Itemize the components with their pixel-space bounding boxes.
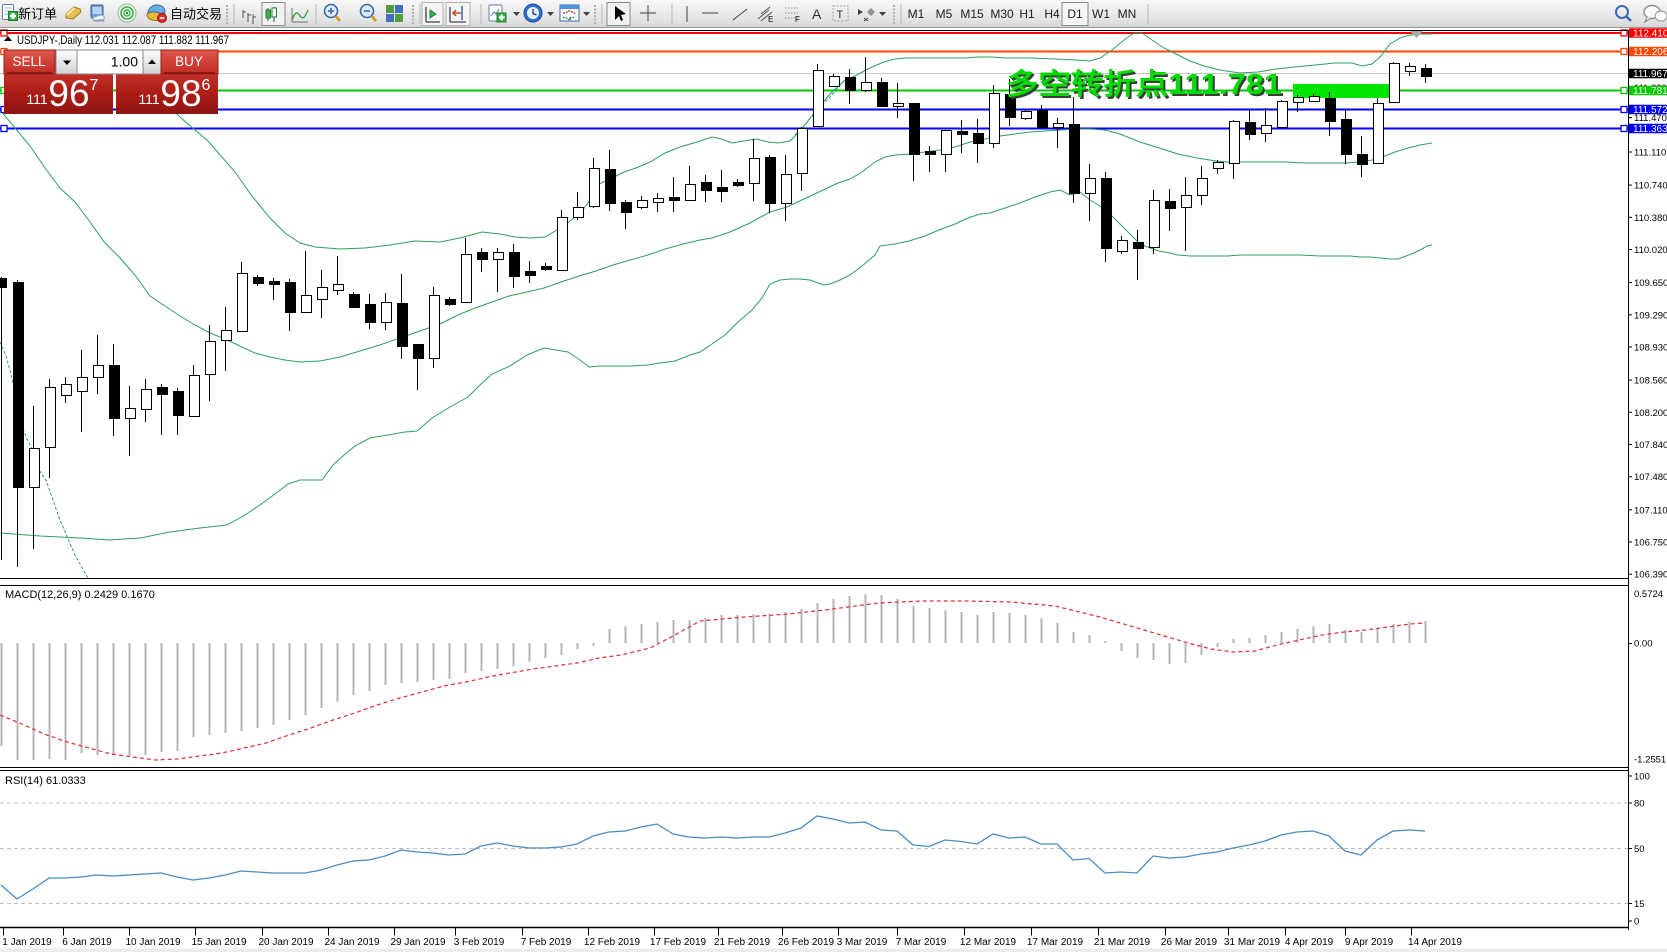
svg-text:W1: W1	[1092, 7, 1110, 21]
svg-text:SELL: SELL	[12, 54, 46, 69]
svg-text:MN: MN	[1118, 7, 1137, 21]
svg-text:111: 111	[26, 91, 47, 107]
svg-text:USDJPY-,Daily 112.031 112.087: USDJPY-,Daily 112.031 112.087 111.882 11…	[17, 33, 229, 47]
svg-text:50: 50	[1634, 844, 1645, 855]
svg-text:F: F	[795, 15, 800, 24]
svg-text:M1: M1	[908, 7, 925, 21]
svg-text:6: 6	[202, 77, 211, 94]
svg-text:0.5724: 0.5724	[1634, 589, 1663, 600]
svg-text:111.781: 111.781	[1633, 86, 1667, 97]
svg-text:80: 80	[1634, 799, 1645, 810]
svg-text:24 Jan 2019: 24 Jan 2019	[324, 937, 379, 948]
svg-text:M5: M5	[936, 7, 953, 21]
svg-text:112.206: 112.206	[1633, 47, 1667, 58]
svg-text:M15: M15	[960, 7, 984, 21]
svg-text:29 Jan 2019: 29 Jan 2019	[390, 937, 445, 948]
svg-text:E: E	[768, 15, 773, 24]
svg-text:1.00: 1.00	[111, 54, 138, 70]
svg-text:110.020: 110.020	[1634, 245, 1667, 256]
svg-text:T: T	[837, 9, 844, 21]
svg-text:111: 111	[138, 91, 159, 107]
svg-text:BUY: BUY	[175, 54, 203, 69]
svg-text:109.650: 109.650	[1634, 278, 1667, 289]
svg-text:多空转折点111.781: 多空转折点111.781	[1006, 67, 1282, 101]
svg-text:110.380: 110.380	[1634, 213, 1667, 224]
svg-text:7 Mar 2019: 7 Mar 2019	[896, 937, 947, 948]
svg-text:26 Feb 2019: 26 Feb 2019	[778, 937, 835, 948]
svg-text:3 Mar 2019: 3 Mar 2019	[837, 937, 888, 948]
svg-text:17 Feb 2019: 17 Feb 2019	[650, 937, 707, 948]
svg-text:多空转折点111.781: 多空转折点111.781	[1008, 69, 1284, 103]
svg-text:31 Mar 2019: 31 Mar 2019	[1224, 937, 1281, 948]
svg-text:12 Mar 2019: 12 Mar 2019	[960, 937, 1017, 948]
svg-text:6 Jan 2019: 6 Jan 2019	[62, 937, 112, 948]
svg-text:H4: H4	[1044, 7, 1060, 21]
svg-text:108.560: 108.560	[1634, 376, 1667, 387]
svg-text:4 Apr 2019: 4 Apr 2019	[1285, 937, 1334, 948]
svg-text:106.750: 106.750	[1634, 538, 1667, 549]
svg-text:96: 96	[48, 73, 89, 114]
svg-text:111.363: 111.363	[1633, 124, 1667, 135]
svg-text:-1.2551: -1.2551	[1634, 755, 1666, 766]
svg-text:111.572: 111.572	[1633, 105, 1667, 116]
svg-text:100: 100	[1634, 772, 1650, 783]
svg-text:108.200: 108.200	[1634, 408, 1667, 419]
svg-text:106.390: 106.390	[1634, 570, 1667, 581]
svg-text:20 Jan 2019: 20 Jan 2019	[258, 937, 313, 948]
svg-text:10 Jan 2019: 10 Jan 2019	[125, 937, 180, 948]
svg-text:3 Feb 2019: 3 Feb 2019	[454, 937, 505, 948]
svg-text:108.930: 108.930	[1634, 343, 1667, 354]
svg-text:111.470: 111.470	[1634, 113, 1667, 124]
svg-text:109.290: 109.290	[1634, 310, 1667, 321]
svg-text:A: A	[812, 6, 822, 22]
svg-text:98: 98	[160, 73, 201, 114]
svg-text:9 Apr 2019: 9 Apr 2019	[1345, 937, 1394, 948]
svg-text:107.110: 107.110	[1634, 505, 1667, 516]
svg-text:7 Feb 2019: 7 Feb 2019	[521, 937, 572, 948]
svg-text:110.740: 110.740	[1634, 181, 1667, 192]
svg-text:MACD(12,26,9) 0.2429 0.1670: MACD(12,26,9) 0.2429 0.1670	[5, 589, 155, 601]
svg-text:17 Mar 2019: 17 Mar 2019	[1027, 937, 1084, 948]
svg-text:112.410: 112.410	[1633, 29, 1667, 40]
svg-text:1 Jan 2019: 1 Jan 2019	[2, 937, 52, 948]
svg-text:14 Apr 2019: 14 Apr 2019	[1408, 937, 1462, 948]
svg-text:15: 15	[1634, 899, 1645, 910]
svg-text:26 Mar 2019: 26 Mar 2019	[1161, 937, 1218, 948]
svg-text:111.110: 111.110	[1634, 148, 1666, 159]
svg-text:自动交易: 自动交易	[170, 7, 222, 22]
svg-text:新订单: 新订单	[18, 7, 57, 22]
svg-text:15 Jan 2019: 15 Jan 2019	[191, 937, 246, 948]
svg-text:12 Feb 2019: 12 Feb 2019	[584, 937, 641, 948]
svg-text:21 Feb 2019: 21 Feb 2019	[714, 937, 771, 948]
svg-text:107.840: 107.840	[1634, 440, 1667, 451]
svg-text:0.00: 0.00	[1634, 639, 1653, 650]
svg-text:D1: D1	[1067, 7, 1083, 21]
svg-text:M30: M30	[990, 7, 1014, 21]
svg-text:0: 0	[1634, 917, 1639, 928]
svg-text:107.480: 107.480	[1634, 472, 1667, 483]
svg-text:111.967: 111.967	[1633, 69, 1667, 80]
svg-text:H1: H1	[1019, 7, 1035, 21]
svg-text:7: 7	[90, 77, 99, 94]
svg-text:21 Mar 2019: 21 Mar 2019	[1094, 937, 1151, 948]
svg-text:RSI(14) 61.0333: RSI(14) 61.0333	[5, 775, 86, 787]
